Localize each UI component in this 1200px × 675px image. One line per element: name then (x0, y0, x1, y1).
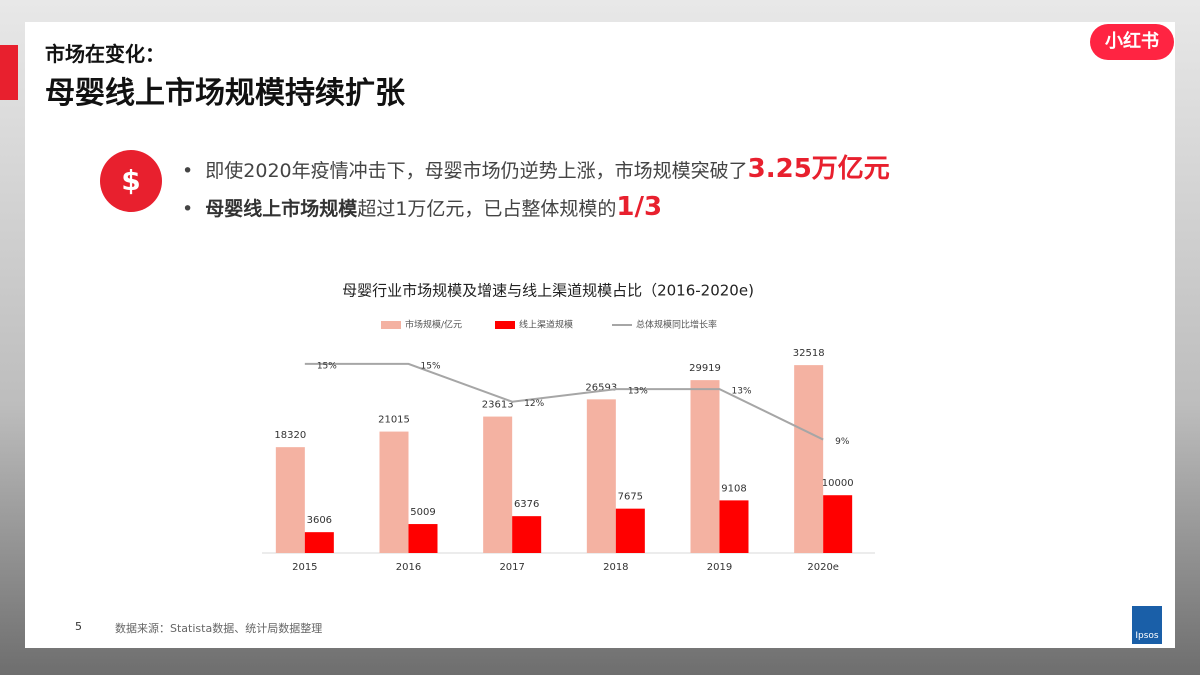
bar (275, 447, 305, 553)
data-label: 6376 (514, 499, 539, 510)
bar (379, 431, 409, 553)
data-label: 26593 (585, 382, 617, 393)
bar (823, 495, 853, 553)
data-label: 12% (524, 399, 544, 409)
bullet-text: 即使2020年疫情冲击下，母婴市场仍逆势上涨，市场规模突破了 (205, 160, 748, 182)
legend-label: 线上渠道规模 (519, 319, 573, 331)
data-label: 9108 (721, 483, 746, 494)
data-label: 5009 (410, 507, 435, 518)
bar (408, 524, 438, 553)
money-icon: $ (100, 150, 162, 212)
bar (719, 500, 749, 553)
source: 数据来源：Statista数据、统计局数据整理 (115, 622, 323, 635)
bullet: • 即使2020年疫情冲击下，母婴市场仍逆势上涨，市场规模突破了3.25万亿元 (182, 154, 890, 184)
x-tick-label: 2017 (499, 562, 524, 573)
data-label: 18320 (274, 430, 306, 441)
x-tick-label: 2016 (396, 562, 421, 573)
data-label: 15% (317, 361, 337, 371)
data-label: 9% (835, 437, 850, 447)
x-tick-label: 2018 (603, 562, 628, 573)
x-tick-label: 2019 (707, 562, 732, 573)
bullet-bold: 母婴线上市场规模 (205, 198, 358, 220)
logo: 小红书 (1090, 24, 1174, 60)
data-label: 32518 (793, 348, 825, 359)
bar (794, 365, 824, 553)
data-label: 3606 (307, 515, 332, 526)
data-label: 7675 (618, 492, 643, 503)
chart-title: 母婴行业市场规模及增速与线上渠道规模占比（2016-2020e) (342, 282, 754, 300)
bar (586, 399, 616, 553)
legend-label: 市场规模/亿元 (405, 319, 462, 331)
legend-swatch (381, 321, 401, 329)
page-number: 5 (75, 620, 82, 633)
legend-label: 总体规模同比增长率 (636, 319, 717, 331)
bar (690, 380, 720, 553)
highlight: 1/3 (616, 192, 663, 222)
bullet-text: 超过1万亿元，已占整体规模的 (357, 198, 617, 220)
data-label: 29919 (689, 363, 721, 374)
data-label: 10000 (822, 478, 854, 489)
bullet: • 母婴线上市场规模超过1万亿元，已占整体规模的1/3 (182, 192, 663, 222)
data-label: 15% (421, 361, 441, 371)
highlight: 3.25万亿元 (747, 154, 890, 184)
line (304, 362, 824, 441)
accent-tab (0, 45, 18, 100)
bar (483, 416, 513, 553)
bar (615, 508, 645, 553)
bar (304, 532, 334, 553)
subtitle: 市场在变化： (45, 42, 165, 66)
title: 母婴线上市场规模持续扩张 (45, 76, 405, 111)
data-label: 23613 (482, 400, 514, 411)
legend-swatch (495, 321, 515, 329)
data-label: 13% (732, 387, 752, 397)
x-tick-label: 2020e (807, 562, 839, 573)
brand-logo: Ipsos (1132, 606, 1162, 644)
data-label: 21015 (378, 415, 410, 426)
bar (512, 516, 542, 553)
x-tick-label: 2015 (292, 562, 317, 573)
data-label: 13% (628, 387, 648, 397)
